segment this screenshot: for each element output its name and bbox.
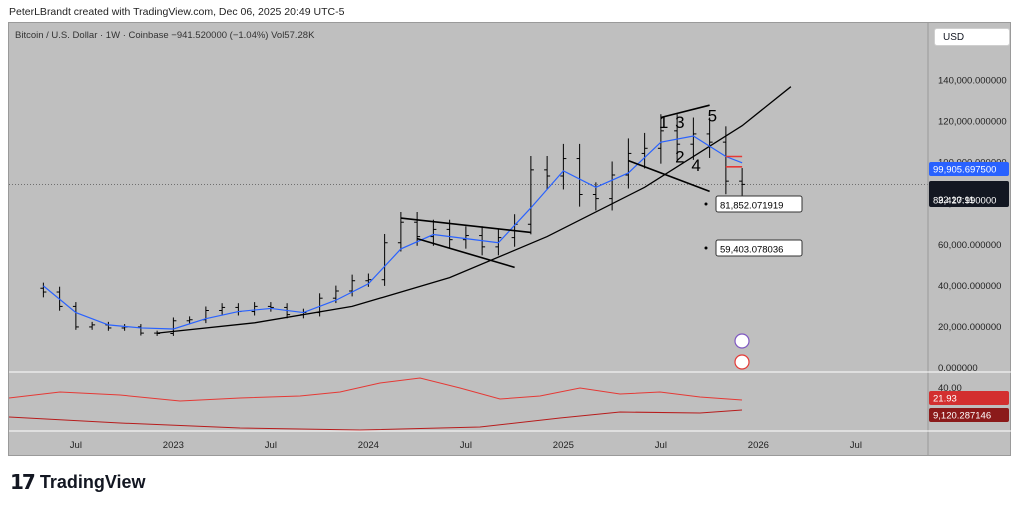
rsi-value-label: 21.93 (933, 394, 957, 405)
pattern-count-label: 5 (708, 107, 717, 126)
pattern-count-label: 2 (675, 148, 684, 167)
price-callout-2-box (715, 239, 803, 257)
lightning-event-icon (734, 333, 750, 349)
x-tick-label: Jul (655, 440, 667, 451)
x-tick-label: 2024 (358, 440, 379, 451)
megaphone-lower-line (628, 159, 710, 193)
countdown-label: 22:10:11 (938, 195, 974, 206)
volume-ma-line (8, 409, 743, 431)
currency-button[interactable]: USD (934, 28, 1010, 46)
x-tick-label: 2026 (748, 440, 769, 451)
price-callout-1-box (715, 195, 803, 213)
volume-value-label: 9,120.287146 (933, 411, 991, 422)
pattern-count-label: 4 (691, 156, 700, 175)
rsi-value-label-box (929, 391, 1009, 405)
parabolic-trend-curve (157, 86, 792, 334)
rsi-line (8, 377, 743, 402)
x-tick-label: Jul (850, 440, 862, 451)
callout-1-dot (704, 202, 708, 206)
y-tick-label: 120,000.000000 (938, 117, 1007, 128)
price-callout-2: 59,403.078036 (720, 245, 783, 256)
x-tick-label: Jul (265, 440, 277, 451)
tradingview-logo: 17 TradingView (10, 470, 146, 494)
callout-2-dot (704, 246, 708, 250)
x-tick-label: Jul (70, 440, 82, 451)
y-tick-label: 140,000.000000 (938, 76, 1007, 87)
y-tick-label: 60,000.000000 (938, 240, 1001, 251)
us-flag-event-icon (734, 354, 750, 370)
y-tick-label: 0.000000 (938, 363, 978, 374)
pattern-count-label: 1 (659, 113, 668, 132)
y-tick-label: 20,000.000000 (938, 322, 1001, 333)
ma-price-label-box (929, 162, 1009, 176)
ma-price-label: 99,905.697500 (933, 165, 996, 176)
y-tick-label: 40,000.000000 (938, 281, 1001, 292)
moving-average-line (42, 135, 743, 330)
flag-lower-line (416, 237, 515, 269)
pattern-count-label: 3 (675, 113, 684, 132)
volume-value-label-box (929, 408, 1009, 422)
last-price-label-box (929, 181, 1009, 207)
megaphone-upper-line (660, 104, 710, 119)
last-price-label: 89,427.990000 (933, 196, 996, 207)
chart-frame[interactable] (8, 22, 1011, 456)
price-callout-1: 81,852.071919 (720, 201, 783, 212)
symbol-legend: Bitcoin / U.S. Dollar · 1W · Coinbase −9… (15, 30, 315, 41)
flag-upper-line (400, 217, 531, 234)
chart-attribution: PeterLBrandt created with TradingView.co… (9, 6, 345, 18)
rsi-tick-label: 40.00 (938, 383, 962, 394)
x-tick-label: 2025 (553, 440, 574, 451)
tradingview-mark-icon: 17 (10, 470, 36, 494)
x-tick-label: 2023 (163, 440, 184, 451)
x-tick-label: Jul (460, 440, 472, 451)
tradingview-wordmark: TradingView (39, 471, 146, 492)
